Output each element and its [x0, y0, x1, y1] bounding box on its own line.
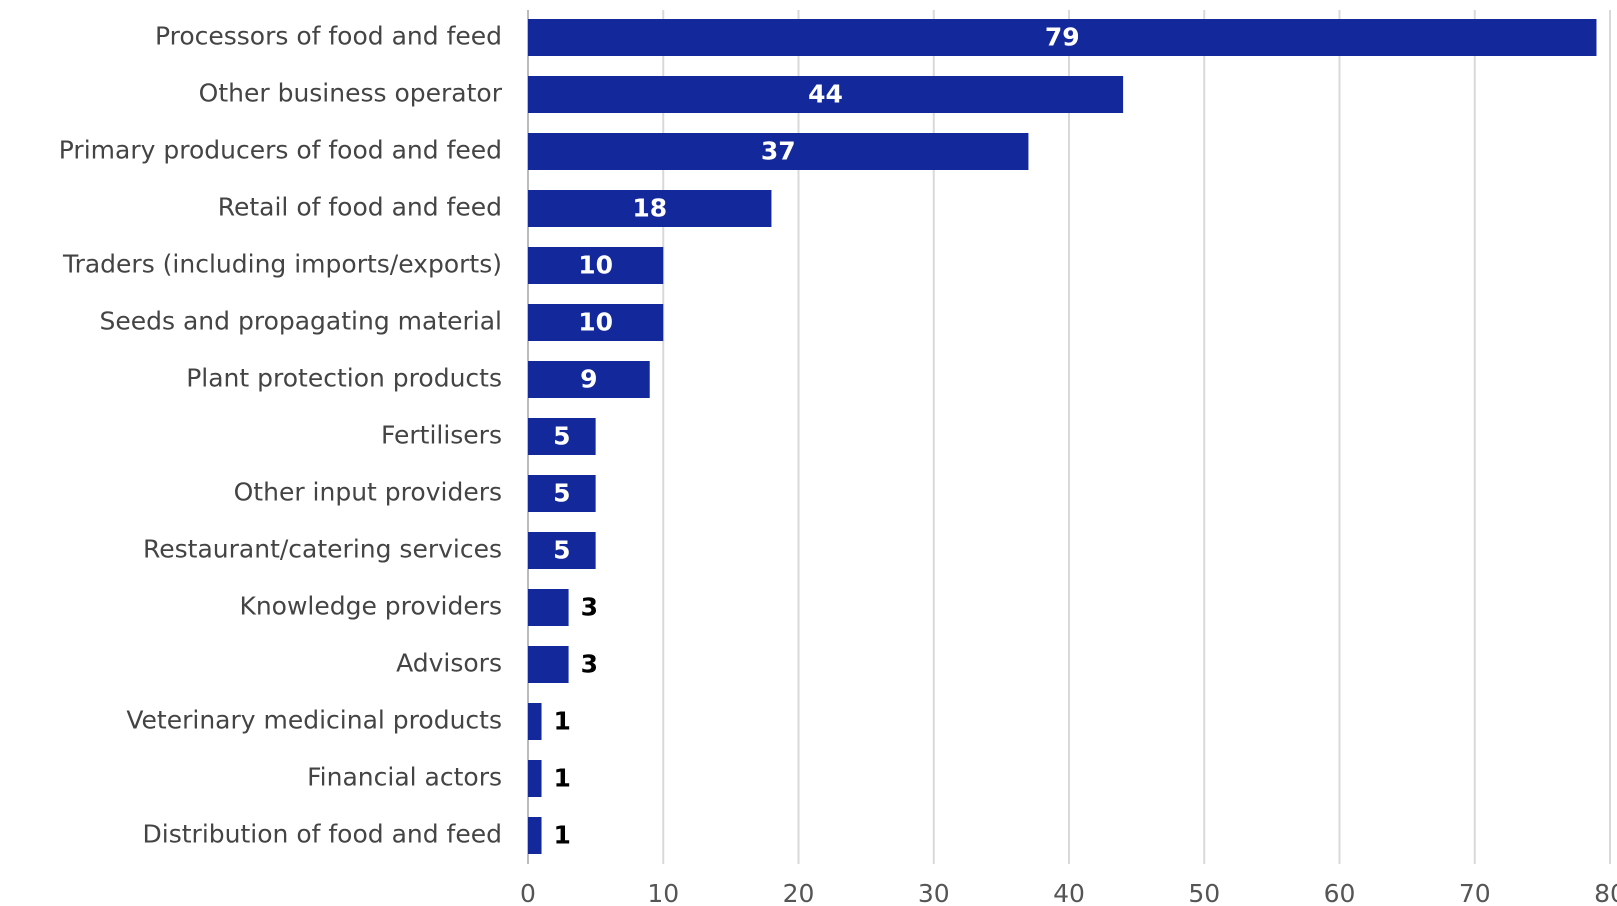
value-label: 79 [1045, 23, 1080, 52]
value-label: 37 [761, 137, 796, 166]
bar [528, 304, 664, 341]
x-tick-label: 60 [1324, 879, 1356, 906]
category-label: Fertilisers [381, 421, 502, 450]
category-label: Traders (including imports/exports) [62, 250, 502, 279]
category-label: Advisors [396, 649, 502, 678]
value-label: 5 [553, 422, 570, 451]
category-label: Plant protection products [186, 364, 502, 393]
bar [528, 475, 596, 512]
bar [528, 361, 650, 398]
bar [528, 703, 542, 740]
x-tick-label: 0 [520, 879, 536, 906]
x-tick-label: 80 [1594, 879, 1617, 906]
category-label: Processors of food and feed [155, 22, 502, 51]
category-label: Restaurant/catering services [143, 535, 502, 564]
bar [528, 532, 596, 569]
category-label: Primary producers of food and feed [59, 136, 502, 165]
value-label: 3 [581, 593, 598, 622]
bar [528, 76, 1124, 113]
value-label: 1 [554, 707, 571, 736]
x-tick-label: 70 [1459, 879, 1491, 906]
category-label: Veterinary medicinal products [126, 706, 502, 735]
value-label: 5 [553, 479, 570, 508]
value-label: 3 [581, 650, 598, 679]
bar [528, 760, 542, 797]
bar [528, 190, 772, 227]
bar [528, 418, 596, 455]
value-label: 10 [578, 251, 613, 280]
bar [528, 646, 569, 683]
category-label: Other input providers [234, 478, 502, 507]
x-tick-label: 10 [647, 879, 679, 906]
category-label: Seeds and propagating material [100, 307, 502, 336]
bar [528, 19, 1597, 56]
bar [528, 589, 569, 626]
value-label: 44 [808, 80, 843, 109]
bar [528, 133, 1029, 170]
x-tick-label: 30 [918, 879, 950, 906]
category-label: Distribution of food and feed [143, 820, 502, 849]
bar [528, 247, 664, 284]
value-label: 5 [553, 536, 570, 565]
value-label: 10 [578, 308, 613, 337]
category-label: Retail of food and feed [218, 193, 502, 222]
category-label: Knowledge providers [239, 592, 502, 621]
category-label: Other business operator [199, 79, 503, 108]
value-label: 1 [554, 764, 571, 793]
x-tick-label: 40 [1053, 879, 1085, 906]
value-label: 18 [632, 194, 667, 223]
x-tick-label: 50 [1188, 879, 1220, 906]
x-tick-label: 20 [783, 879, 815, 906]
category-label: Financial actors [307, 763, 502, 792]
bar [528, 817, 542, 854]
value-label: 9 [580, 365, 597, 394]
value-label: 1 [554, 821, 571, 850]
